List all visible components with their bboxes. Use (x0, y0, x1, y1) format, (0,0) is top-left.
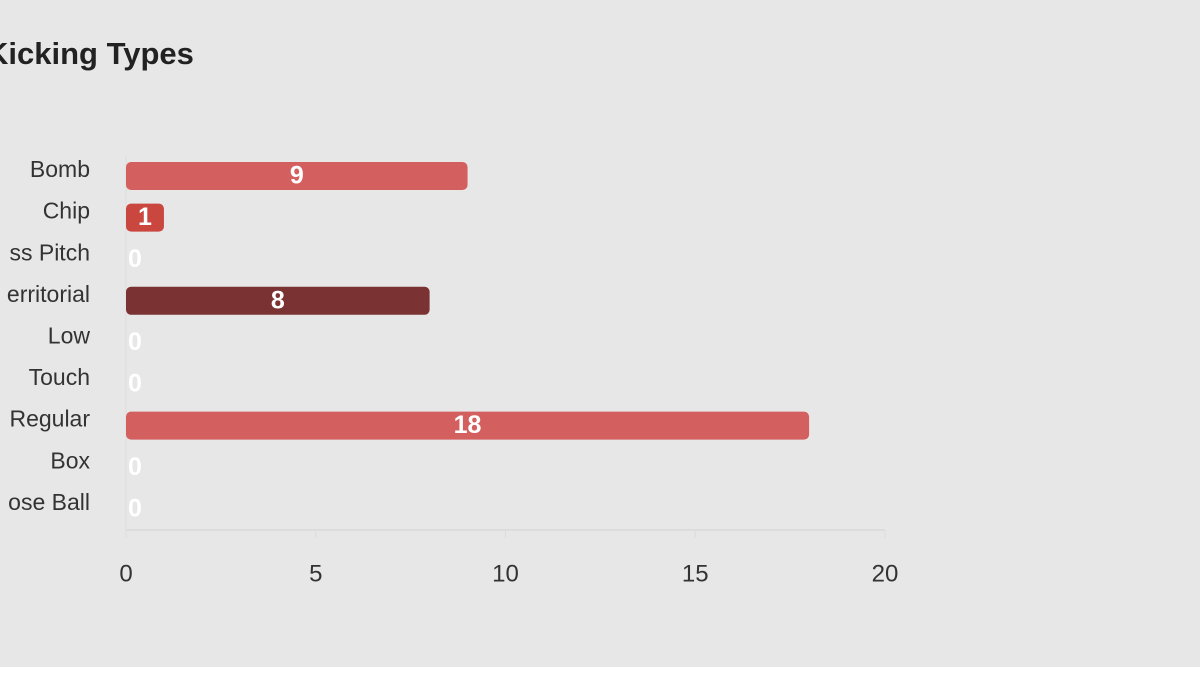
x-tick-label: 0 (119, 560, 132, 587)
y-tick-label: erritorial (7, 281, 90, 307)
y-tick-label: ose Ball (8, 489, 90, 515)
x-tick-label: 15 (682, 560, 709, 587)
y-tick-label: Chip (43, 198, 90, 224)
data-label: 1 (138, 203, 152, 231)
data-label: 0 (128, 245, 142, 273)
y-tick-label: Touch (29, 364, 90, 390)
bar (126, 286, 430, 315)
x-tick-label: 5 (309, 560, 322, 587)
data-label: 8 (271, 286, 285, 314)
bar (126, 411, 810, 440)
data-label: 0 (128, 328, 142, 356)
x-tick-label: 20 (872, 560, 899, 587)
data-label: 18 (454, 411, 482, 439)
data-label: 0 (128, 370, 142, 398)
chart-title: Kicking Types (0, 36, 194, 71)
data-label: 0 (128, 453, 142, 481)
bar (126, 162, 468, 190)
y-tick-label: ss Pitch (9, 239, 90, 265)
y-tick-label: Box (50, 447, 90, 473)
bar (126, 203, 164, 232)
x-tick-label: 10 (492, 560, 519, 587)
data-label: 0 (128, 494, 142, 522)
y-tick-label: Bomb (30, 156, 90, 182)
data-label: 9 (290, 162, 304, 190)
y-tick-label: Low (48, 322, 91, 348)
y-tick-label: Regular (9, 406, 90, 432)
